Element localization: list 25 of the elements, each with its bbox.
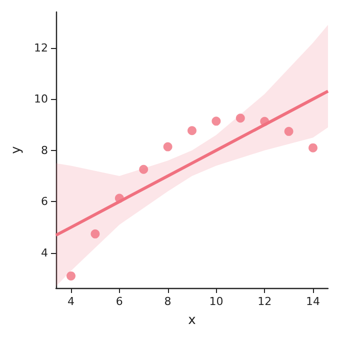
- point: [260, 116, 270, 126]
- point: [139, 164, 148, 174]
- x-axis-title: x: [188, 313, 196, 328]
- point: [114, 194, 124, 203]
- x-tick-label: 12: [258, 295, 272, 308]
- point: [66, 271, 76, 280]
- y-tick-label: 8: [41, 144, 48, 157]
- point: [308, 143, 318, 152]
- x-tick-label: 6: [116, 295, 123, 308]
- point: [236, 114, 245, 123]
- y-tick-label: 12: [34, 41, 48, 54]
- line-series: [54, 90, 330, 237]
- point: [284, 126, 294, 136]
- x-tick-label: 4: [68, 295, 75, 308]
- y-tick-label: 6: [41, 195, 48, 208]
- point: [163, 142, 172, 152]
- x-tick-label: 8: [164, 295, 172, 308]
- point: [188, 126, 196, 136]
- y-tick-label: 10: [34, 92, 48, 106]
- x-tick-label: 14: [306, 295, 320, 308]
- point: [90, 229, 100, 238]
- x-tick-label: 10: [209, 295, 224, 308]
- point: [212, 116, 221, 126]
- y-axis-title: y: [9, 146, 24, 154]
- y-tick-label: 4: [41, 246, 48, 260]
